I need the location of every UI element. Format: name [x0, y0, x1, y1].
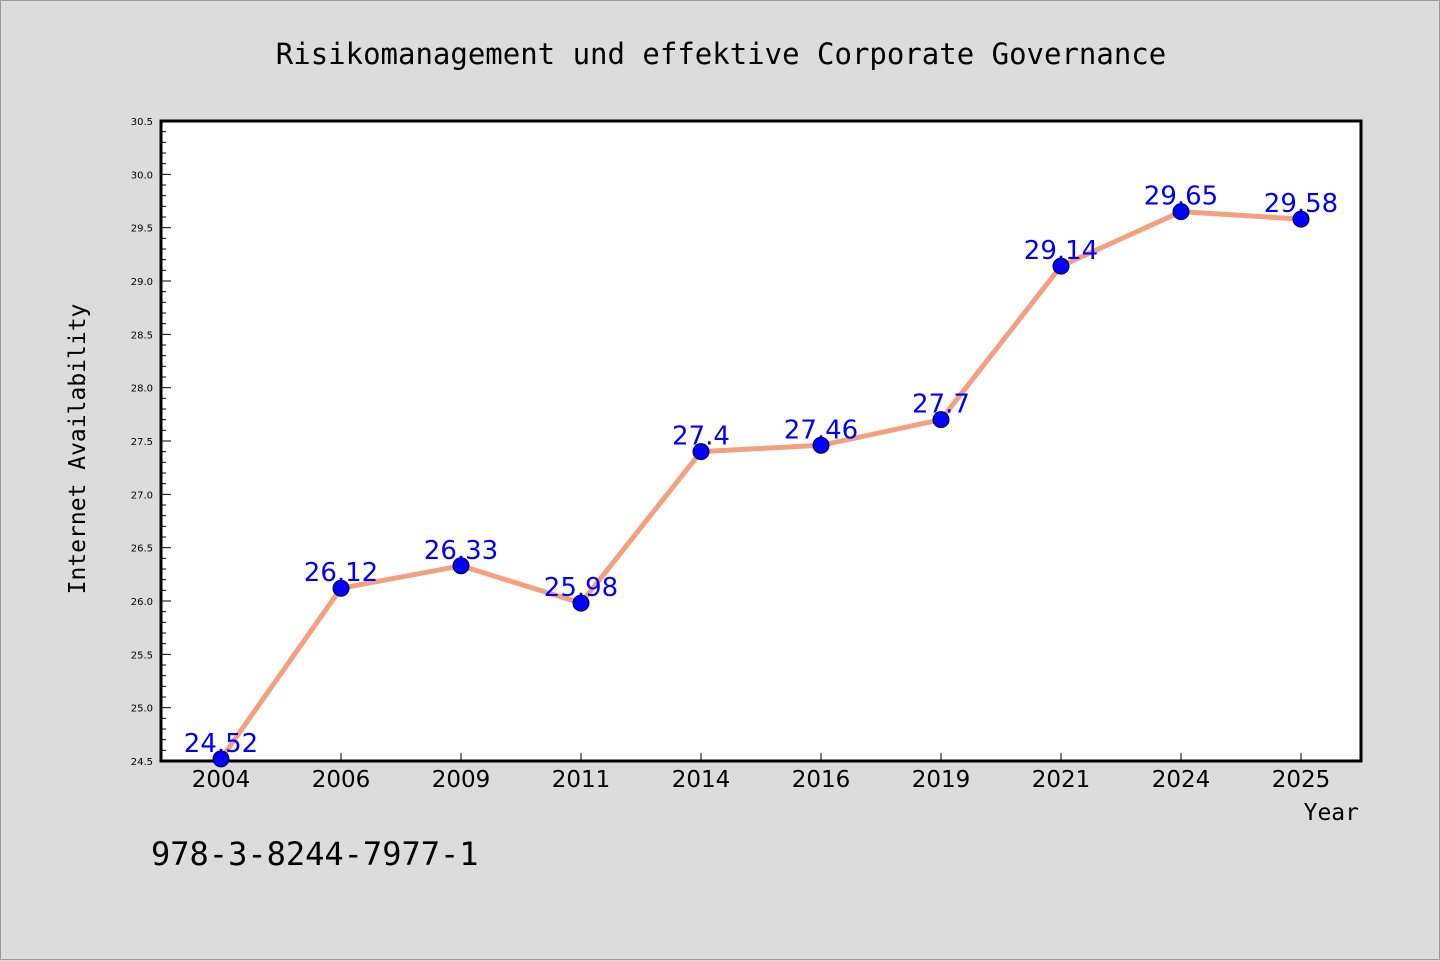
y-tick-label: 28.5: [131, 330, 153, 341]
data-label: 26.33: [424, 536, 498, 566]
data-point: [1172, 203, 1190, 221]
x-tick-label: 2019: [912, 767, 971, 793]
y-tick-label: 27.0: [131, 490, 153, 501]
data-label: 27.7: [912, 390, 970, 420]
data-point: [1292, 210, 1310, 228]
y-tick-label: 30.0: [131, 170, 153, 181]
y-tick-label: 27.5: [131, 437, 153, 448]
data-label: 29.14: [1024, 236, 1098, 266]
x-tick-label: 2009: [432, 767, 491, 793]
data-series: 24.52 26.12 26.33 25.98 27.4 27.46 27.7 29.14 29…: [184, 182, 1338, 768]
data-point: [932, 411, 950, 429]
plot-area: [159, 119, 1363, 763]
x-tick-label: 2024: [1152, 767, 1211, 793]
x-tick-label: 2016: [792, 767, 851, 793]
x-axis-label: Year: [1304, 800, 1359, 826]
data-label: 29.65: [1144, 182, 1218, 212]
data-label: 24.52: [184, 729, 258, 759]
x-tick-label: 2021: [1032, 767, 1091, 793]
x-tick-label: 2025: [1272, 767, 1331, 793]
data-label: 27.46: [784, 415, 858, 445]
isbn-annotation: 978-3-8244-7977-1: [151, 835, 479, 873]
data-label: 27.4: [672, 422, 730, 452]
x-tick-label: 2011: [552, 767, 611, 793]
y-tick-label: 24.5: [131, 757, 153, 768]
chart-title: Risikomanagement und effektive Corporate…: [276, 37, 1166, 71]
y-axis-label: Internet Availability: [65, 304, 91, 595]
data-label: 26.12: [304, 558, 378, 588]
data-point: [1052, 257, 1070, 275]
y-tick-label: 29.0: [131, 277, 153, 288]
x-tick-label: 2014: [672, 767, 731, 793]
y-tick-label: 25.5: [131, 650, 153, 661]
x-axis: 2004 2006 2009 2011 2014 2016 2019 2021 2024 2025: [192, 753, 1331, 793]
data-point: [452, 557, 470, 575]
data-point: [212, 750, 230, 768]
x-tick-label: 2004: [192, 767, 251, 793]
y-tick-label: 26.0: [131, 597, 153, 608]
y-tick-label: 29.5: [131, 224, 153, 235]
data-label: 29.58: [1264, 189, 1338, 219]
data-point: [692, 443, 710, 461]
y-axis: 24.5 25.0 25.5 26.0 26.5 27.0 27.5 28.0 28.5 29.0…: [131, 117, 171, 768]
y-tick-label: 25.0: [131, 704, 153, 715]
data-point: [572, 594, 590, 612]
data-point: [812, 436, 830, 454]
series-line: [218, 209, 1302, 761]
x-tick-label: 2006: [312, 767, 371, 793]
y-tick-label: 26.5: [131, 544, 153, 555]
y-tick-label: 30.5: [131, 117, 153, 128]
data-label: 25.98: [544, 573, 618, 603]
data-point: [332, 579, 350, 597]
y-tick-label: 28.0: [131, 384, 153, 395]
